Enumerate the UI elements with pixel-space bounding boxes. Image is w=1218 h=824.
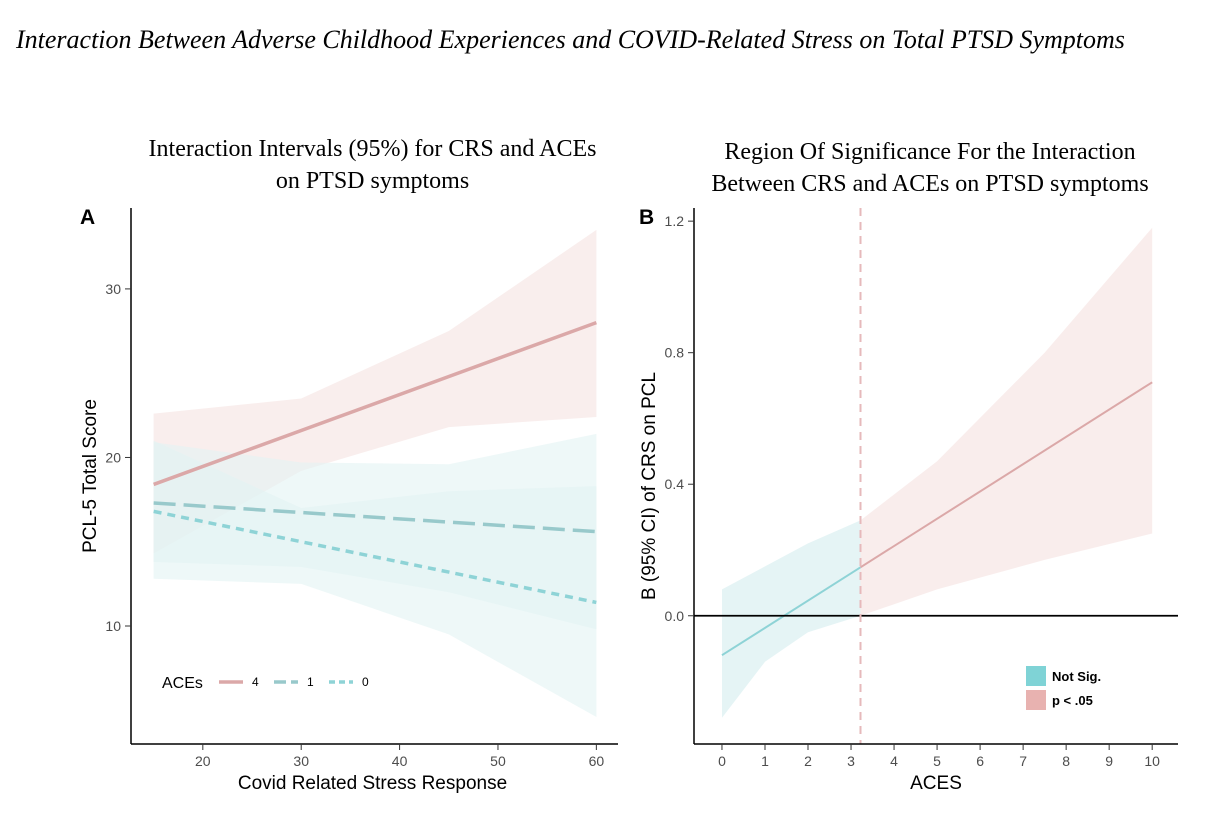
estimate-line-sig bbox=[859, 381, 1153, 569]
legend-label-0: 0 bbox=[362, 675, 369, 689]
x-axis-title: Covid Related Stress Response bbox=[238, 773, 507, 794]
ci-band-sig bbox=[860, 227, 1153, 616]
legend-label-sig: p < .05 bbox=[1052, 693, 1093, 708]
line-aces-0 bbox=[153, 509, 597, 605]
x-tick-label: 50 bbox=[490, 753, 506, 769]
y-tick-label: 1.2 bbox=[665, 213, 685, 229]
ci-band-not-sig bbox=[722, 520, 861, 718]
x-axis-title: ACES bbox=[910, 773, 962, 794]
x-tick-label: 9 bbox=[1105, 753, 1113, 769]
x-tick-label: 2 bbox=[804, 753, 812, 769]
y-axis-title: B (95% CI) of CRS on PCL bbox=[639, 372, 660, 600]
estimate-line-not-sig bbox=[721, 566, 862, 657]
x-tick-label: 4 bbox=[890, 753, 898, 769]
x-tick-label: 10 bbox=[1144, 753, 1160, 769]
x-tick-label: 60 bbox=[589, 753, 605, 769]
panel-b-title-line-2: Between CRS and ACEs on PTSD symptoms bbox=[711, 171, 1149, 197]
x-tick-label: 6 bbox=[976, 753, 984, 769]
y-tick-label: 30 bbox=[105, 281, 121, 297]
panel-b-title-line-1: Region Of Significance For the Interacti… bbox=[724, 139, 1136, 165]
x-tick-label: 20 bbox=[195, 753, 211, 769]
x-tick-label: 1 bbox=[761, 753, 769, 769]
line-aces-1 bbox=[153, 501, 597, 534]
x-tick-label: 30 bbox=[293, 753, 309, 769]
legend: Not Sig. p < .05 bbox=[1026, 666, 1101, 710]
y-tick-label: 0.8 bbox=[665, 345, 685, 361]
legend-title: ACEs bbox=[162, 675, 203, 692]
panel-b-title: Region Of Significance For the Interacti… bbox=[680, 136, 1180, 200]
panel-a-title-line-2: on PTSD symptoms bbox=[275, 168, 470, 194]
panel-b-plot: 0 1 2 3 4 5 6 7 8 9 10 0.0 0.4 0.8 1.2 ACES B (95% CI) o… bbox=[639, 208, 1178, 794]
x-tick-label: 7 bbox=[1019, 753, 1027, 769]
legend-key-not-sig bbox=[1026, 666, 1046, 686]
legend-key-sig bbox=[1026, 690, 1046, 710]
legend: ACEs 4 1 0 bbox=[162, 675, 369, 692]
x-tick-label: 5 bbox=[933, 753, 941, 769]
y-tick-label: 0.4 bbox=[665, 476, 685, 492]
line-aces-4 bbox=[153, 320, 597, 487]
panel-a-letter: A bbox=[80, 206, 95, 229]
y-tick-label: 0.0 bbox=[665, 608, 685, 624]
x-tick-label: 8 bbox=[1062, 753, 1070, 769]
panel-a-title: Interaction Intervals (95%) for CRS and … bbox=[120, 133, 625, 197]
y-axis-title: PCL-5 Total Score bbox=[80, 399, 101, 553]
y-tick-label: 10 bbox=[105, 618, 121, 634]
legend-label-1: 1 bbox=[307, 675, 314, 689]
x-tick-label: 40 bbox=[392, 753, 408, 769]
legend-label-not-sig: Not Sig. bbox=[1052, 669, 1101, 684]
figure-title: Interaction Between Adverse Childhood Ex… bbox=[16, 25, 1125, 54]
panel-a-title-line-1: Interaction Intervals (95%) for CRS and … bbox=[148, 136, 597, 162]
y-tick-label: 20 bbox=[105, 449, 121, 465]
x-tick-label: 3 bbox=[847, 753, 855, 769]
legend-label-4: 4 bbox=[252, 675, 259, 689]
x-tick-label: 0 bbox=[718, 753, 726, 769]
panel-b-letter: B bbox=[639, 206, 654, 229]
